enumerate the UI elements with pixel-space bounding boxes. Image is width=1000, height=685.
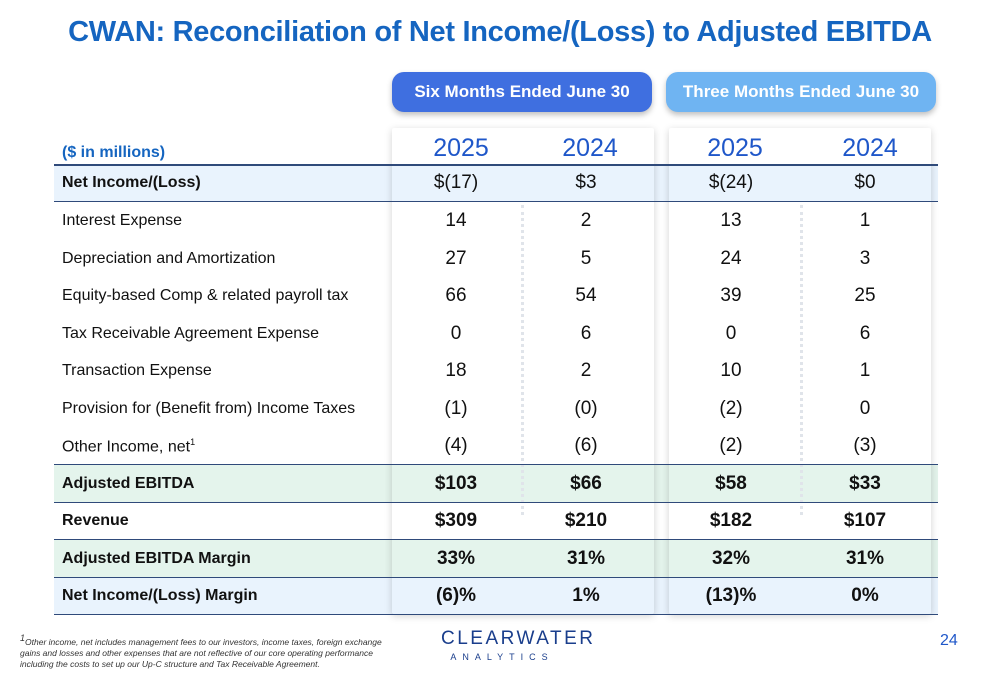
row-label-adjusted-ebitda: Adjusted EBITDA xyxy=(62,475,195,492)
table-cell: 31% xyxy=(845,548,885,569)
table-cell: 10 xyxy=(720,360,742,381)
table-cell: 1% xyxy=(572,585,600,606)
table-cell: 13 xyxy=(720,210,742,231)
table-cell: $(17) xyxy=(433,172,479,193)
table-cell: 54 xyxy=(575,285,597,306)
table-cell: 5 xyxy=(580,248,592,269)
row-label-depreciation: Depreciation and Amortization xyxy=(62,250,276,267)
table-cell: 66 xyxy=(445,285,467,306)
table-cell: 6 xyxy=(859,323,871,344)
units-label: ($ in millions) xyxy=(62,144,166,161)
table-rule xyxy=(54,464,938,465)
row-label-net-income-margin: Net Income/(Loss) Margin xyxy=(62,587,258,604)
table-cell: 2 xyxy=(580,360,592,381)
table-cell: $66 xyxy=(570,473,602,494)
table-cell: (3) xyxy=(853,435,877,456)
table-cell: 31% xyxy=(566,548,606,569)
column-separator xyxy=(521,205,524,515)
table-cell: 0 xyxy=(859,398,871,419)
table-cell: (4) xyxy=(444,435,468,456)
table-cell: 39 xyxy=(720,285,742,306)
table-cell: (0) xyxy=(574,398,598,419)
table-cell: (6) xyxy=(574,435,598,456)
column-separator xyxy=(800,205,803,515)
row-label-net-income: Net Income/(Loss) xyxy=(62,174,201,191)
row-label-text: Other Income, net xyxy=(62,438,191,456)
table-cell: $33 xyxy=(849,473,881,494)
row-label-other-income: Other Income, net1 xyxy=(62,437,195,456)
period-header-three-months: Three Months Ended June 30 xyxy=(666,72,936,112)
page-number: 24 xyxy=(940,632,958,649)
company-logo-wordmark: CLEARWATER xyxy=(441,628,596,649)
table-cell: 2 xyxy=(580,210,592,231)
table-cell: 27 xyxy=(445,248,467,269)
table-cell: $103 xyxy=(434,473,478,494)
footnote-text: Other income, net includes management fe… xyxy=(20,636,382,669)
row-label-ebitda-margin: Adjusted EBITDA Margin xyxy=(62,550,251,567)
row-label-transaction-expense: Transaction Expense xyxy=(62,362,212,379)
table-cell: 32% xyxy=(711,548,751,569)
table-cell: 0 xyxy=(725,323,737,344)
table-cell: 6 xyxy=(580,323,592,344)
table-cell: $182 xyxy=(709,510,753,531)
table-cell: 3 xyxy=(859,248,871,269)
table-cell: $309 xyxy=(434,510,478,531)
row-label-revenue: Revenue xyxy=(62,512,129,529)
table-cell: $107 xyxy=(843,510,887,531)
table-cell: 33% xyxy=(436,548,476,569)
table-cell: (1) xyxy=(444,398,468,419)
table-rule xyxy=(54,539,938,540)
table-cell: 25 xyxy=(854,285,876,306)
year-header: 2024 xyxy=(562,134,618,162)
row-label-income-taxes: Provision for (Benefit from) Income Taxe… xyxy=(62,400,356,417)
table-cell: 14 xyxy=(445,210,467,231)
table-cell: 0 xyxy=(450,323,462,344)
table-cell: 0% xyxy=(851,585,879,606)
table-rule xyxy=(54,201,938,202)
row-label-tra-expense: Tax Receivable Agreement Expense xyxy=(62,325,320,342)
page-title: CWAN: Reconciliation of Net Income/(Loss… xyxy=(68,16,932,48)
table-cell: 18 xyxy=(445,360,467,381)
table-cell: (2) xyxy=(719,435,743,456)
footnote-marker: 1 xyxy=(190,437,196,447)
table-cell: $210 xyxy=(564,510,608,531)
table-cell: $58 xyxy=(715,473,747,494)
table-cell: (13)% xyxy=(705,585,757,606)
row-band-ebitda-margin xyxy=(54,540,938,577)
table-cell: 24 xyxy=(720,248,742,269)
period-header-six-months: Six Months Ended June 30 xyxy=(392,72,652,112)
footnote: 1Other income, net includes management f… xyxy=(20,633,400,670)
table-cell: 1 xyxy=(859,210,871,231)
row-label-equity-comp: Equity-based Comp & related payroll tax xyxy=(62,287,349,304)
table-cell: 1 xyxy=(859,360,871,381)
footnote-marker: 1 xyxy=(20,633,26,643)
table-cell: $0 xyxy=(854,172,876,193)
company-logo-subtitle: ANALYTICS xyxy=(450,652,554,662)
row-label-interest-expense: Interest Expense xyxy=(62,212,183,229)
table-rule xyxy=(54,164,938,166)
table-cell: $(24) xyxy=(708,172,754,193)
year-header: 2025 xyxy=(707,134,763,162)
row-band-net-income xyxy=(54,165,938,202)
table-cell: (6)% xyxy=(435,585,477,606)
year-header: 2024 xyxy=(842,134,898,162)
table-rule xyxy=(54,614,938,615)
year-header: 2025 xyxy=(433,134,489,162)
table-rule xyxy=(54,577,938,578)
table-rule xyxy=(54,502,938,503)
table-cell: $3 xyxy=(575,172,597,193)
row-band-net-income-margin xyxy=(54,578,938,614)
table-cell: (2) xyxy=(719,398,743,419)
row-band-adjusted-ebitda xyxy=(54,465,938,503)
